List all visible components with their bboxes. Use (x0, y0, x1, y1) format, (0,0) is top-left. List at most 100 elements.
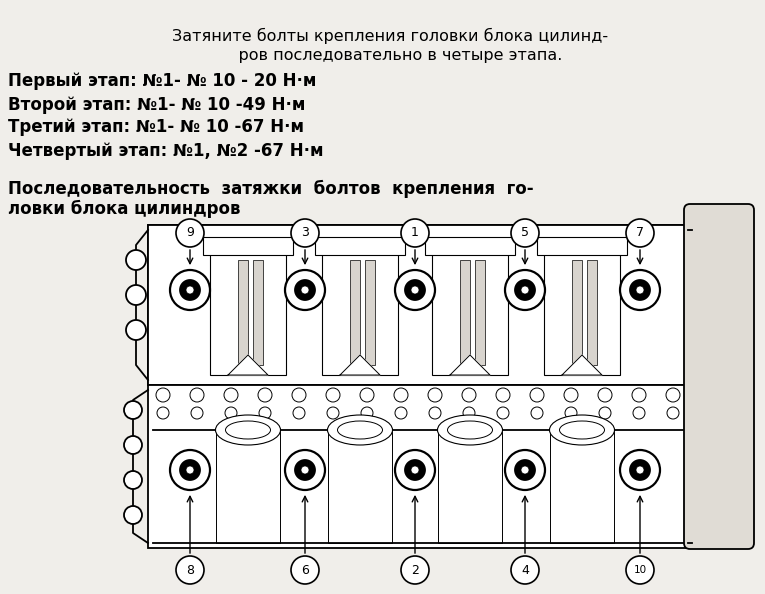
Text: 5: 5 (521, 226, 529, 239)
Text: 6: 6 (301, 564, 309, 577)
Text: Третий этап: №1- № 10 -67 Н·м: Третий этап: №1- № 10 -67 Н·м (8, 118, 304, 136)
Bar (203, 237, 293, 255)
Circle shape (258, 388, 272, 402)
Text: 2: 2 (411, 564, 419, 577)
FancyBboxPatch shape (684, 204, 754, 549)
Bar (148, 385, 688, 548)
Circle shape (405, 460, 425, 480)
Circle shape (176, 556, 204, 584)
Circle shape (496, 388, 510, 402)
Bar (475, 260, 485, 365)
Circle shape (190, 388, 204, 402)
Circle shape (157, 407, 169, 419)
Bar (216, 430, 280, 543)
Circle shape (176, 219, 204, 247)
Circle shape (293, 407, 305, 419)
Circle shape (511, 219, 539, 247)
Circle shape (515, 280, 535, 300)
Ellipse shape (216, 415, 281, 445)
Circle shape (186, 286, 194, 294)
Circle shape (394, 388, 408, 402)
Circle shape (225, 407, 237, 419)
Circle shape (124, 506, 142, 524)
Bar (148, 225, 688, 385)
Bar (350, 260, 360, 365)
Text: Второй этап: №1- № 10 -49 Н·м: Второй этап: №1- № 10 -49 Н·м (8, 96, 305, 114)
Circle shape (285, 450, 325, 490)
Circle shape (180, 280, 200, 300)
Bar (537, 237, 627, 255)
Text: ров последовательно в четыре этапа.: ров последовательно в четыре этапа. (218, 48, 562, 63)
Circle shape (411, 286, 419, 294)
Circle shape (620, 270, 660, 310)
Bar (587, 260, 597, 365)
Text: 8: 8 (186, 564, 194, 577)
Bar (315, 237, 405, 255)
Circle shape (291, 556, 319, 584)
Ellipse shape (549, 415, 614, 445)
Circle shape (124, 436, 142, 454)
Text: 7: 7 (636, 226, 644, 239)
Text: 3: 3 (301, 226, 309, 239)
Text: Первый этап: №1- № 10 - 20 Н·м: Первый этап: №1- № 10 - 20 Н·м (8, 72, 317, 90)
Ellipse shape (559, 421, 604, 439)
Polygon shape (340, 355, 380, 375)
Text: 9: 9 (186, 226, 194, 239)
Circle shape (361, 407, 373, 419)
Circle shape (295, 280, 315, 300)
Polygon shape (228, 355, 268, 375)
Circle shape (126, 285, 146, 305)
Polygon shape (450, 355, 490, 375)
Circle shape (124, 401, 142, 419)
Bar (365, 260, 375, 365)
Bar (210, 245, 286, 375)
Circle shape (666, 388, 680, 402)
Circle shape (301, 286, 309, 294)
Circle shape (599, 407, 611, 419)
Circle shape (259, 407, 271, 419)
Bar (460, 260, 470, 365)
Circle shape (224, 388, 238, 402)
Bar (425, 237, 515, 255)
Circle shape (291, 219, 319, 247)
Circle shape (505, 450, 545, 490)
Circle shape (636, 466, 644, 474)
Ellipse shape (327, 415, 392, 445)
Circle shape (462, 388, 476, 402)
Circle shape (295, 460, 315, 480)
Circle shape (360, 388, 374, 402)
Circle shape (626, 556, 654, 584)
Circle shape (395, 407, 407, 419)
Bar (432, 245, 508, 375)
Bar (572, 260, 582, 365)
Circle shape (626, 219, 654, 247)
Ellipse shape (337, 421, 382, 439)
Circle shape (124, 471, 142, 489)
Circle shape (505, 270, 545, 310)
Circle shape (531, 407, 543, 419)
Circle shape (186, 466, 194, 474)
Bar (328, 430, 392, 543)
Circle shape (401, 219, 429, 247)
Text: 4: 4 (521, 564, 529, 577)
Circle shape (521, 466, 529, 474)
Circle shape (598, 388, 612, 402)
Circle shape (292, 388, 306, 402)
Circle shape (428, 388, 442, 402)
Circle shape (632, 388, 646, 402)
Text: Затяните болты крепления головки блока цилинд-: Затяните болты крепления головки блока ц… (172, 28, 608, 44)
Circle shape (620, 450, 660, 490)
Polygon shape (562, 355, 602, 375)
Circle shape (630, 460, 650, 480)
Circle shape (170, 450, 210, 490)
Ellipse shape (448, 421, 493, 439)
Circle shape (170, 270, 210, 310)
Text: Последовательность  затяжки  болтов  крепления  го-: Последовательность затяжки болтов крепле… (8, 180, 534, 198)
Circle shape (497, 407, 509, 419)
Circle shape (327, 407, 339, 419)
Circle shape (156, 388, 170, 402)
Circle shape (463, 407, 475, 419)
Text: 10: 10 (633, 565, 646, 575)
Circle shape (633, 407, 645, 419)
Circle shape (180, 460, 200, 480)
